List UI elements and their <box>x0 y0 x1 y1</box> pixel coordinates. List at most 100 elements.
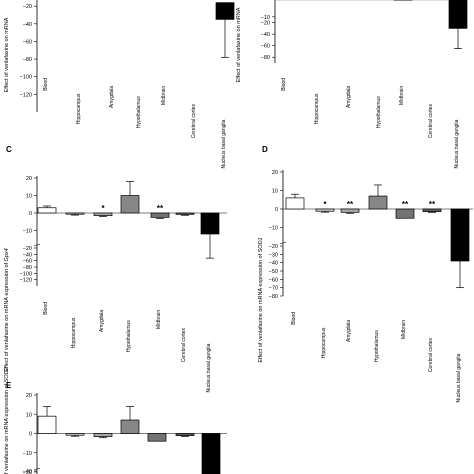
y-tick-label-c: −120 <box>20 278 32 284</box>
bar-c-2 <box>93 212 113 216</box>
y-tick-label-b: −60 <box>261 44 270 50</box>
category-label-a-4: Midbrain <box>161 86 167 105</box>
axis-break-c <box>33 243 41 247</box>
panel-b: −10−20 −40 −60 −80 Blood Hippocampus Amygdala H… <box>236 0 468 169</box>
category-label-b-2: Amygdala <box>346 86 352 108</box>
bar-c-5 <box>175 212 195 215</box>
bar-e-1 <box>65 433 85 436</box>
y-tick-label-d: −10 <box>269 226 278 232</box>
category-label-c-6: Nucleus basal ganglia <box>206 343 212 392</box>
category-label-b-0: Blood <box>281 78 287 91</box>
y-tick-label-c: −60 <box>23 259 32 265</box>
y-tick-label-a: −20 <box>23 4 32 10</box>
category-label-b-1: Hippocampus <box>314 93 320 124</box>
category-label-b-3: Hypothalamus <box>376 96 382 128</box>
y-tick-label-d: 10 <box>272 189 278 195</box>
bar-c-1 <box>65 212 85 215</box>
y-tick-label-c: −20 <box>23 246 32 252</box>
panel-letter-e: E <box>6 381 12 390</box>
axis-break-d <box>279 241 287 245</box>
panel-letter-d: D <box>262 145 268 154</box>
y-tick-label-d: −30 <box>269 252 278 258</box>
category-label-a-5: Cerebral cortex <box>191 104 197 139</box>
panel-letter-c: C <box>6 145 12 154</box>
panel-a: −20 −40 −60 −80 −100 −120 Blood Hippocampus Amyg… <box>4 0 235 169</box>
y-axis-title-b: Effect of venlafaxine on mRNA <box>236 7 242 82</box>
y-tick-label-a: −80 <box>23 57 32 63</box>
bar-d-0 <box>285 197 305 210</box>
y-tick-label-e: 10 <box>26 412 32 418</box>
y-tick-label-d: 0 <box>275 207 278 213</box>
bar-d-4 <box>395 208 415 219</box>
significance-mark-d-4: ** <box>402 200 409 209</box>
bar-e-3 <box>120 419 140 434</box>
y-axis-title-gene: Gpx4 <box>4 248 10 261</box>
y-tick-label-d: 20 <box>272 170 278 176</box>
category-label-a-0: Blood <box>43 78 49 91</box>
y-tick-label-c: 0 <box>29 211 32 217</box>
y-axis-title-text: Effect of venlafaxine on mRNA expression… <box>258 252 264 362</box>
axis-break-e <box>33 467 41 471</box>
y-tick-label-d: −40 <box>269 261 278 267</box>
category-label-c-2: Amygdala <box>99 310 105 332</box>
category-label-c-1: Hippocampus <box>71 317 77 348</box>
category-label-d-5: Cerebral cortex <box>428 338 434 373</box>
y-tick-label-c: 20 <box>26 176 32 182</box>
y-axis-title-e: Effect of venlafaxine on mRNA expression… <box>4 367 10 474</box>
bar-c-0 <box>37 207 57 214</box>
bar-c-4 <box>150 212 170 218</box>
y-tick-label-e: −20 <box>23 470 32 474</box>
category-label-a-6: Nucleus basal ganglia <box>221 119 227 168</box>
y-tick-label-e: 20 <box>26 393 32 399</box>
y-tick-label-d: −60 <box>269 277 278 283</box>
category-label-b-4: Midbrain <box>399 86 405 105</box>
y-axis-title-a: Effect of venlafaxine on mRNA <box>4 17 10 92</box>
y-tick-label-b: −10 <box>261 15 270 21</box>
y-tick-label-b: −20 <box>261 21 270 27</box>
y-tick-label-a: −60 <box>23 39 32 45</box>
significance-mark-c-4: ** <box>157 204 164 213</box>
category-label-a-1: Hippocampus <box>76 93 82 124</box>
bar-e-0 <box>37 415 57 434</box>
y-tick-label-e: −10 <box>23 451 32 457</box>
category-label-c-3: Hypothalamus <box>126 320 132 352</box>
panel-e: E 20 10 0 −10 −20−40 Effect of venlafaxine on … <box>4 367 227 474</box>
category-label-d-4: Midbrain <box>401 320 407 339</box>
category-label-d-1: Hippocampus <box>321 327 327 358</box>
significance-mark-d-2: ** <box>347 200 354 209</box>
y-tick-label-c: −80 <box>23 265 32 271</box>
y-tick-label-c: −100 <box>20 271 32 277</box>
category-label-b-6: Nucleus basal ganglia <box>454 119 460 168</box>
y-axis-title-c: Effect of venlafaxine on mRNA expression… <box>4 248 10 371</box>
bar-d-6 <box>450 208 470 262</box>
bar-b-6 <box>448 0 468 29</box>
category-label-a-2: Amygdala <box>109 86 115 108</box>
y-tick-label-b: −80 <box>261 55 270 61</box>
category-label-a-3: Hypothalamus <box>136 96 142 128</box>
significance-mark-d-5: ** <box>429 200 436 209</box>
y-tick-label-d: −70 <box>269 286 278 292</box>
bar-e-6 <box>201 433 221 474</box>
category-label-c-5: Cerebral cortex <box>181 328 187 363</box>
category-label-d-2: Amygdala <box>346 320 352 342</box>
y-tick-label-c: 10 <box>26 194 32 200</box>
significance-mark-c-2: * <box>101 204 105 213</box>
y-tick-label-a: −100 <box>20 75 32 81</box>
category-label-c-0: Blood <box>43 302 49 315</box>
y-tick-label-e: −40 <box>23 469 32 474</box>
category-label-d-0: Blood <box>291 312 297 325</box>
bar-d-1 <box>315 208 335 212</box>
category-label-d-3: Hypothalamus <box>374 330 380 362</box>
bar-e-4 <box>147 433 167 442</box>
bar-c-6 <box>200 212 220 235</box>
bar-a-6 <box>215 2 235 20</box>
category-label-c-4: Midbrain <box>156 310 162 329</box>
y-axis-title-gene: SOD2 <box>4 367 10 382</box>
y-tick-label-d: −50 <box>269 269 278 275</box>
bar-c-3 <box>120 195 140 214</box>
category-label-b-5: Cerebral cortex <box>428 104 434 139</box>
y-tick-label-d: −20 <box>269 244 278 250</box>
